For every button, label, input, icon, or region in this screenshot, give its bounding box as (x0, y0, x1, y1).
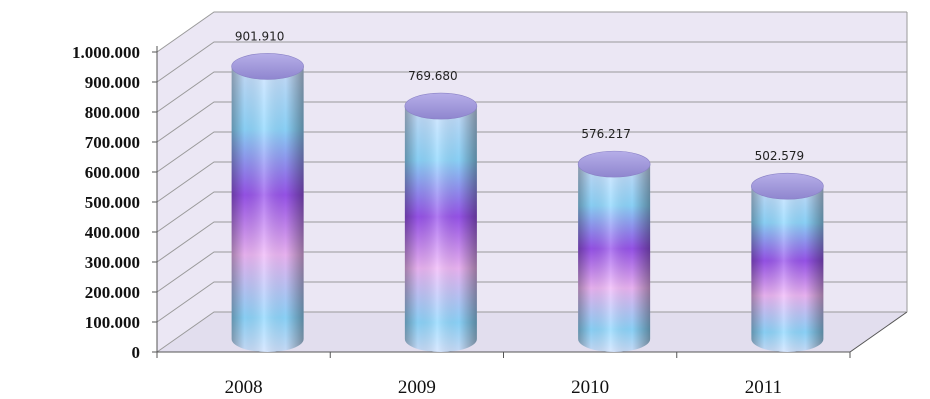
bar-top (751, 172, 824, 200)
bar-top (577, 150, 651, 178)
gridline (156, 11, 907, 53)
gridline (156, 41, 907, 83)
bar-top (231, 53, 304, 80)
gridline (156, 71, 907, 113)
data-label: 901.910 (235, 29, 285, 43)
y-tick-label: 600.000 (85, 163, 140, 182)
data-labels: 901.910 769.680 576.217 502.579 (235, 29, 804, 163)
x-tick-label: 2008 (225, 377, 263, 398)
gridline (156, 101, 907, 143)
floor (157, 312, 907, 352)
y-tick-label: 300.000 (85, 253, 140, 272)
bar-2008 (231, 53, 304, 352)
gridline (156, 311, 907, 353)
x-tick-label: 2009 (398, 377, 436, 398)
y-tick-label: 200.000 (85, 283, 140, 302)
x-tick-label: 2010 (571, 377, 609, 398)
data-label: 769.680 (408, 69, 458, 83)
axes (152, 12, 908, 358)
bar-shading (404, 106, 477, 352)
bar-2009 (404, 92, 478, 352)
gridline (156, 221, 907, 263)
bars (231, 53, 824, 352)
x-tick-label: 2011 (745, 377, 782, 398)
y-axis-ticks: 0 100.000 200.000 300.000 400.000 500.000 600.… (72, 43, 140, 362)
back-wall (157, 12, 907, 352)
bar-shading (751, 186, 824, 352)
bar-2011 (751, 172, 824, 352)
y-tick-label: 1.000.000 (72, 43, 140, 62)
gridline (156, 191, 907, 233)
y-tick-label: 0 (132, 343, 141, 362)
y-tick-label: 400.000 (85, 223, 140, 242)
data-label: 576.217 (581, 127, 631, 141)
y-tick-label: 100.000 (85, 313, 140, 332)
data-label: 502.579 (755, 149, 805, 163)
bar-shading (578, 164, 651, 352)
chart-back-wall (157, 12, 907, 352)
bar-2010 (577, 150, 651, 352)
y-tick-label: 700.000 (85, 133, 140, 152)
y-tick-label: 900.000 (85, 73, 140, 92)
gridline (156, 281, 907, 323)
gridline (156, 251, 907, 293)
y-tick-label: 800.000 (85, 103, 140, 122)
x-axis-ticks: 2008 2009 2010 2011 (225, 377, 782, 398)
gridline (156, 131, 907, 173)
bar-shading (231, 66, 304, 352)
gridline (156, 161, 907, 203)
grid-lines (156, 11, 907, 353)
y-tick-label: 500.000 (85, 193, 140, 212)
bar-top (404, 92, 478, 120)
